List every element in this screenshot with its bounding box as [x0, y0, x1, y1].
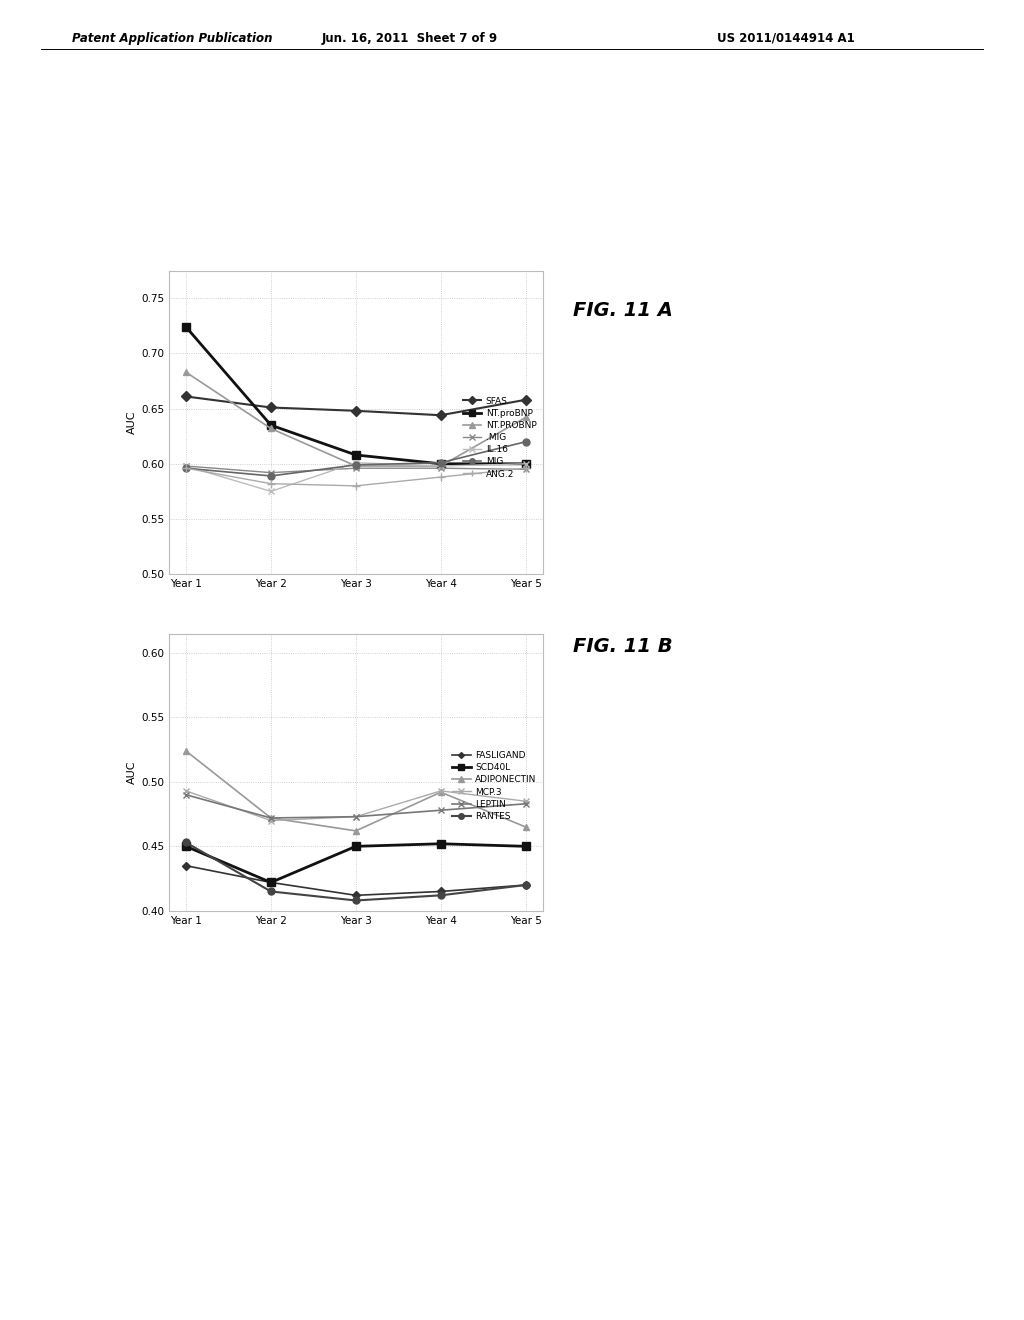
NT.proBNP — [349, 447, 362, 463]
NT.proBNP — [265, 417, 278, 433]
Line: SFAS: SFAS — [182, 393, 529, 418]
SFAS — [180, 388, 193, 404]
IL.16 — [180, 458, 193, 474]
NT.PROBNP — [434, 458, 446, 474]
ADIPONECTIN — [349, 822, 362, 838]
RANTES — [349, 892, 362, 908]
SCD40L — [265, 875, 278, 891]
Line: NT.PROBNP: NT.PROBNP — [182, 368, 529, 470]
IL.16 — [434, 458, 446, 474]
IL.16 — [349, 455, 362, 471]
SFAS — [349, 403, 362, 418]
.MIG — [180, 458, 193, 474]
SFAS — [265, 400, 278, 416]
LEPTIN — [519, 796, 531, 812]
RANTES — [180, 834, 193, 850]
MIG — [349, 457, 362, 473]
Line: MIG: MIG — [182, 438, 529, 479]
LEPTIN — [265, 810, 278, 826]
.MIG — [349, 461, 362, 477]
ANG.2 — [265, 475, 278, 491]
IL.16 — [519, 455, 531, 471]
MIG — [180, 461, 193, 477]
ANG.2 — [519, 461, 531, 477]
Line: SCD40L: SCD40L — [182, 840, 529, 887]
ADIPONECTIN — [180, 743, 193, 759]
Line: .MIG: .MIG — [182, 462, 529, 477]
.MIG — [265, 465, 278, 480]
MCP.3 — [349, 809, 362, 825]
NT.proBNP — [180, 319, 193, 335]
ADIPONECTIN — [519, 820, 531, 836]
ANG.2 — [349, 478, 362, 494]
Line: ADIPONECTIN: ADIPONECTIN — [182, 747, 529, 834]
.MIG — [519, 462, 531, 478]
FASLIGAND — [349, 887, 362, 903]
Text: Patent Application Publication: Patent Application Publication — [72, 32, 272, 45]
NT.PROBNP — [180, 364, 193, 380]
FASLIGAND — [265, 875, 278, 891]
ANG.2 — [434, 469, 446, 484]
Line: MCP.3: MCP.3 — [182, 788, 529, 824]
RANTES — [434, 887, 446, 903]
Line: LEPTIN: LEPTIN — [182, 791, 529, 821]
IL.16 — [265, 483, 278, 499]
NT.proBNP — [519, 455, 531, 471]
Line: RANTES: RANTES — [182, 840, 529, 904]
SCD40L — [519, 838, 531, 854]
LEPTIN — [349, 809, 362, 825]
Text: FIG. 11 B: FIG. 11 B — [573, 638, 673, 656]
MIG — [265, 469, 278, 484]
Line: FASLIGAND: FASLIGAND — [183, 863, 528, 898]
NT.PROBNP — [519, 409, 531, 425]
FASLIGAND — [434, 883, 446, 899]
SCD40L — [349, 838, 362, 854]
SCD40L — [180, 838, 193, 854]
MCP.3 — [265, 813, 278, 829]
Line: NT.proBNP: NT.proBNP — [182, 322, 529, 469]
Line: IL.16: IL.16 — [182, 459, 529, 495]
.MIG — [434, 461, 446, 477]
Text: Jun. 16, 2011  Sheet 7 of 9: Jun. 16, 2011 Sheet 7 of 9 — [322, 32, 498, 45]
Legend: FASLIGAND, SCD40L, ADIPONECTIN, MCP.3, LEPTIN, RANTES: FASLIGAND, SCD40L, ADIPONECTIN, MCP.3, L… — [451, 750, 539, 822]
LEPTIN — [180, 787, 193, 803]
MIG — [434, 455, 446, 471]
RANTES — [519, 876, 531, 892]
NT.proBNP — [434, 455, 446, 471]
Text: US 2011/0144914 A1: US 2011/0144914 A1 — [717, 32, 855, 45]
LEPTIN — [434, 803, 446, 818]
Text: FIG. 11 A: FIG. 11 A — [573, 301, 674, 319]
NT.PROBNP — [349, 458, 362, 474]
SCD40L — [434, 836, 446, 851]
SFAS — [434, 408, 446, 424]
FASLIGAND — [180, 858, 193, 874]
Legend: SFAS, NT.proBNP, NT.PROBNP, .MIG, IL.16, MIG, ANG.2: SFAS, NT.proBNP, NT.PROBNP, .MIG, IL.16,… — [461, 395, 539, 480]
SFAS — [519, 392, 531, 408]
ANG.2 — [180, 461, 193, 477]
NT.PROBNP — [265, 421, 278, 437]
MCP.3 — [434, 783, 446, 799]
MCP.3 — [180, 783, 193, 799]
ADIPONECTIN — [434, 784, 446, 800]
Y-axis label: AUC: AUC — [127, 760, 137, 784]
RANTES — [265, 883, 278, 899]
MIG — [519, 434, 531, 450]
Line: ANG.2: ANG.2 — [182, 465, 529, 490]
FASLIGAND — [519, 876, 531, 892]
Y-axis label: AUC: AUC — [127, 411, 137, 434]
MCP.3 — [519, 793, 531, 809]
ADIPONECTIN — [265, 810, 278, 826]
